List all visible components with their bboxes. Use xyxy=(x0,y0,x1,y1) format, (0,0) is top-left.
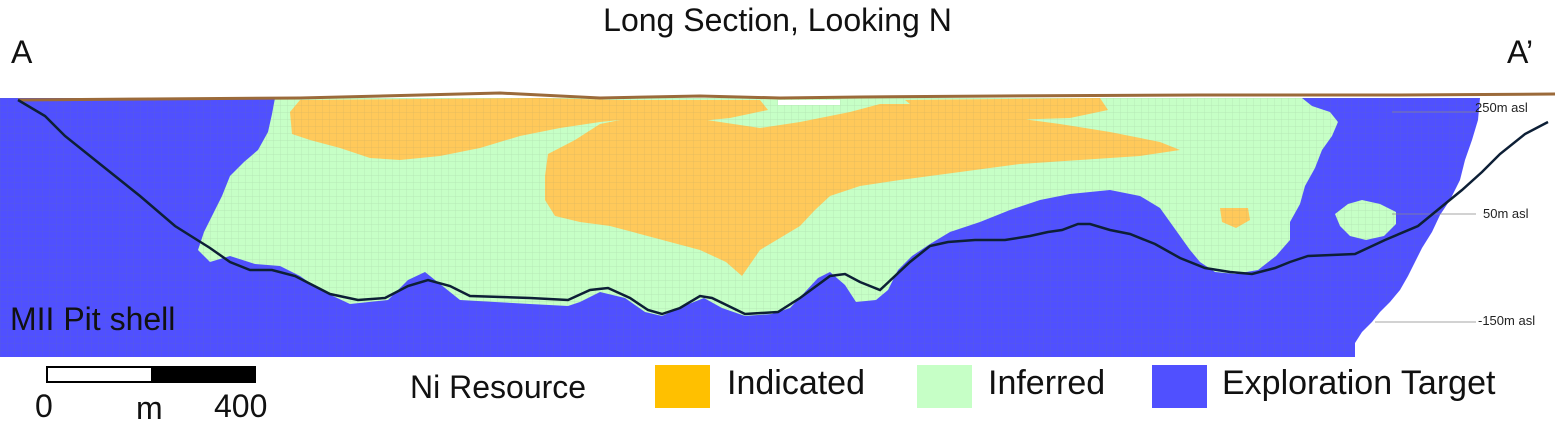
scale-bar-end-label: 400 xyxy=(214,388,268,424)
elevation-label-neg150: -150m asl xyxy=(1478,313,1536,328)
legend-swatch-exploration-target xyxy=(1152,365,1207,408)
block-model-grid xyxy=(0,98,1480,357)
scale-bar-black-segment xyxy=(151,366,256,383)
legend-label-inferred: Inferred xyxy=(988,364,1106,402)
legend-swatch-indicated xyxy=(655,365,710,408)
legend-label-exploration-target: Exploration Target xyxy=(1222,364,1496,402)
elevation-label-250: 250m asl xyxy=(1475,100,1528,115)
section-end-a-label: A xyxy=(11,34,33,70)
page-title: Long Section, Looking N xyxy=(603,2,952,38)
scale-bar-unit-label: m xyxy=(136,390,163,426)
pit-shell-label: MII Pit shell xyxy=(10,301,176,337)
scale-bar xyxy=(46,366,256,383)
surface-gap xyxy=(778,100,840,105)
pit-shell-line xyxy=(17,98,1549,316)
legend-label-indicated: Indicated xyxy=(727,364,865,402)
elevation-label-50: 50m asl xyxy=(1483,206,1529,221)
section-end-a-prime-label: A’ xyxy=(1507,34,1534,70)
legend-swatch-inferred xyxy=(917,365,972,408)
scale-bar-start-label: 0 xyxy=(35,388,53,424)
scale-bar-white-segment xyxy=(46,366,153,383)
legend-title: Ni Resource xyxy=(410,369,587,405)
topography-line xyxy=(17,91,1555,102)
long-section-diagram xyxy=(0,91,1555,357)
